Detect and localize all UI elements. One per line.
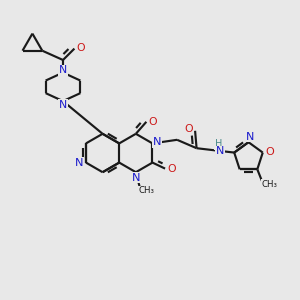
Text: O: O [148,117,157,127]
Text: CH₃: CH₃ [138,186,154,195]
Text: O: O [184,124,193,134]
Text: N: N [59,65,67,75]
Text: N: N [152,137,161,147]
Text: O: O [265,147,274,157]
Text: N: N [75,158,84,168]
Text: N: N [216,146,224,157]
Text: O: O [167,164,176,174]
Text: H: H [215,139,222,149]
Text: N: N [246,132,254,142]
Text: N: N [59,100,67,110]
Text: O: O [77,43,85,53]
Text: CH₃: CH₃ [262,180,278,189]
Text: N: N [132,172,141,183]
